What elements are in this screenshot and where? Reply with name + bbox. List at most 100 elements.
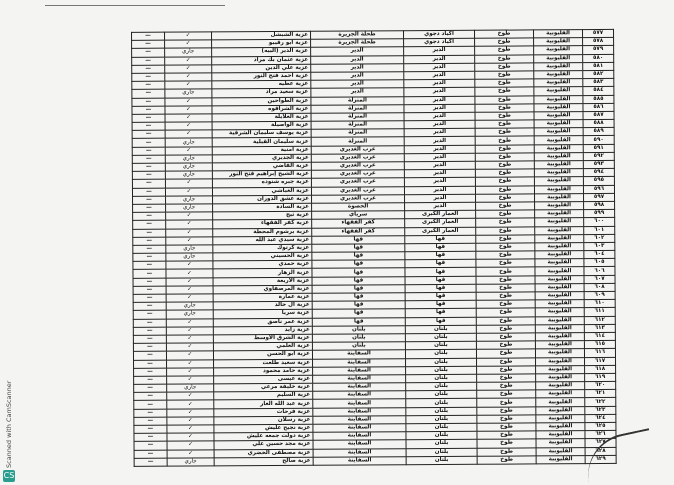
- hamlet-cell: عزبة الدير (البيه): [211, 47, 311, 57]
- row-number: ٦٠٦: [583, 266, 616, 276]
- governorate-cell: القليوبية: [535, 275, 585, 284]
- status-cell: ✓: [166, 400, 214, 409]
- row-number: ٥٨٨: [583, 119, 615, 128]
- governorate-cell: القليوبية: [534, 111, 584, 120]
- hamlet-cell: عزبة فرحات: [213, 407, 313, 417]
- governorate-cell: القليوبية: [533, 37, 583, 47]
- notes-cell: —: [132, 163, 166, 172]
- row-number: ٦١١: [584, 307, 616, 317]
- notes-cell: —: [134, 457, 168, 467]
- status-cell: جاري: [165, 203, 213, 213]
- hamlet-cell: عزبة آل خالد: [213, 301, 313, 311]
- status-cell: ✓: [166, 326, 214, 336]
- governorate-cell: القليوبية: [535, 406, 585, 415]
- governorate-cell: القليوبية: [535, 422, 585, 432]
- notes-cell: —: [132, 261, 166, 270]
- notes-cell: —: [133, 335, 167, 344]
- governorate-cell: القليوبية: [534, 242, 584, 251]
- status-cell: ✓: [165, 236, 213, 246]
- district-cell: طوخ: [477, 455, 537, 465]
- row-number: ٥٧٨: [582, 37, 614, 46]
- notes-cell: —: [133, 310, 167, 319]
- notes-cell: —: [133, 433, 168, 442]
- status-cell: ✓: [165, 113, 213, 123]
- notes-cell: —: [133, 392, 167, 401]
- status-cell: ✓: [164, 97, 212, 106]
- village-cell: السفاينة: [313, 456, 407, 466]
- governorate-cell: القليوبية: [535, 348, 585, 358]
- notes-cell: —: [134, 449, 168, 459]
- governorate-cell: القليوبية: [534, 267, 585, 276]
- governorate-cell: القليوبية: [534, 234, 584, 243]
- governorate-cell: القليوبية: [533, 62, 583, 71]
- status-cell: ✓: [165, 220, 213, 229]
- notes-cell: —: [133, 343, 167, 352]
- status-cell: ✓: [164, 105, 213, 115]
- hamlet-cell: عزبة برشوم المحطة: [212, 227, 312, 237]
- row-number: ٥٨٣: [582, 78, 614, 87]
- notes-cell: —: [133, 277, 167, 287]
- governorate-cell: القليوبية: [533, 54, 583, 63]
- status-cell: ✓: [164, 72, 212, 82]
- status-cell: جاري: [164, 89, 212, 98]
- row-number: ٥٩٤: [583, 168, 615, 177]
- governorate-cell: القليوبية: [533, 95, 583, 104]
- status-cell: ✓: [167, 449, 215, 458]
- row-number: ٦١٥: [584, 340, 616, 349]
- status-cell: ✓: [165, 130, 213, 139]
- row-number: ٦١٠: [584, 299, 616, 308]
- status-cell: جاري: [165, 252, 213, 262]
- governorate-cell: القليوبية: [533, 45, 583, 55]
- row-number: ٥٩٧: [583, 193, 615, 202]
- row-number: ٥٨٢: [582, 70, 614, 79]
- status-cell: ✓: [165, 146, 213, 155]
- status-cell: ✓: [166, 285, 214, 295]
- status-cell: ✓: [164, 40, 212, 49]
- status-cell: ✓: [166, 375, 214, 385]
- notes-cell: —: [132, 154, 166, 164]
- hamlet-cell: عزبة العلمي: [213, 342, 313, 352]
- hamlet-cell: عزبة العلايلة: [212, 113, 312, 122]
- status-cell: ✓: [164, 56, 212, 65]
- notes-cell: —: [131, 40, 165, 49]
- row-number: ٥٩٢: [583, 152, 615, 161]
- governorate-cell: القليوبية: [536, 455, 586, 464]
- row-number: ٦٠٧: [584, 275, 616, 284]
- notes-cell: —: [133, 400, 167, 409]
- row-number: ٥٩٩: [583, 209, 615, 218]
- notes-cell: —: [133, 408, 167, 418]
- governorate-cell: القليوبية: [534, 168, 584, 178]
- row-number: ٥٨٥: [582, 94, 614, 104]
- hamlet-cell: عزبة الشراقوه: [211, 104, 312, 114]
- notes-cell: —: [131, 73, 165, 82]
- governorate-cell: القليوبية: [535, 389, 585, 399]
- notes-cell: —: [132, 179, 166, 188]
- hamlet-cell: عزبة عمارة: [213, 293, 313, 303]
- governorate-cell: القليوبية: [534, 119, 584, 129]
- notes-cell: —: [132, 138, 166, 147]
- governorate-cell: القليوبية: [534, 201, 584, 211]
- row-number: ٦٠٣: [583, 242, 615, 251]
- notes-cell: —: [131, 89, 165, 98]
- hamlet-cell: عزبة عيسى: [213, 375, 313, 384]
- row-number: ٥٨٠: [582, 53, 614, 63]
- hamlet-cell: عزبة الشبشل: [211, 31, 311, 41]
- governorate-cell: القليوبية: [534, 136, 584, 145]
- notes-cell: —: [133, 285, 167, 295]
- notes-cell: —: [132, 253, 166, 262]
- status-cell: جاري: [165, 162, 213, 172]
- governorate-cell: القليوبية: [534, 250, 584, 260]
- notes-cell: —: [133, 359, 167, 369]
- row-number: ٥٨١: [582, 62, 614, 71]
- hamlet-cell: عزبة الاربعة: [213, 276, 313, 286]
- status-cell: ✓: [166, 424, 214, 434]
- row-number: ٦٠٤: [583, 250, 615, 259]
- hamlet-cell: عزبة سعيد مراد: [211, 88, 311, 98]
- governorate-cell: القليوبية: [534, 160, 584, 170]
- governorate-cell: القليوبية: [535, 398, 585, 407]
- row-number: ٦١٩: [584, 373, 616, 382]
- governorate-cell: القليوبية: [534, 226, 584, 235]
- row-number: ٦٢١: [584, 389, 616, 399]
- hamlet-cell: عزبة الواصيلة: [212, 121, 312, 131]
- governorate-cell: القليوبية: [534, 217, 584, 227]
